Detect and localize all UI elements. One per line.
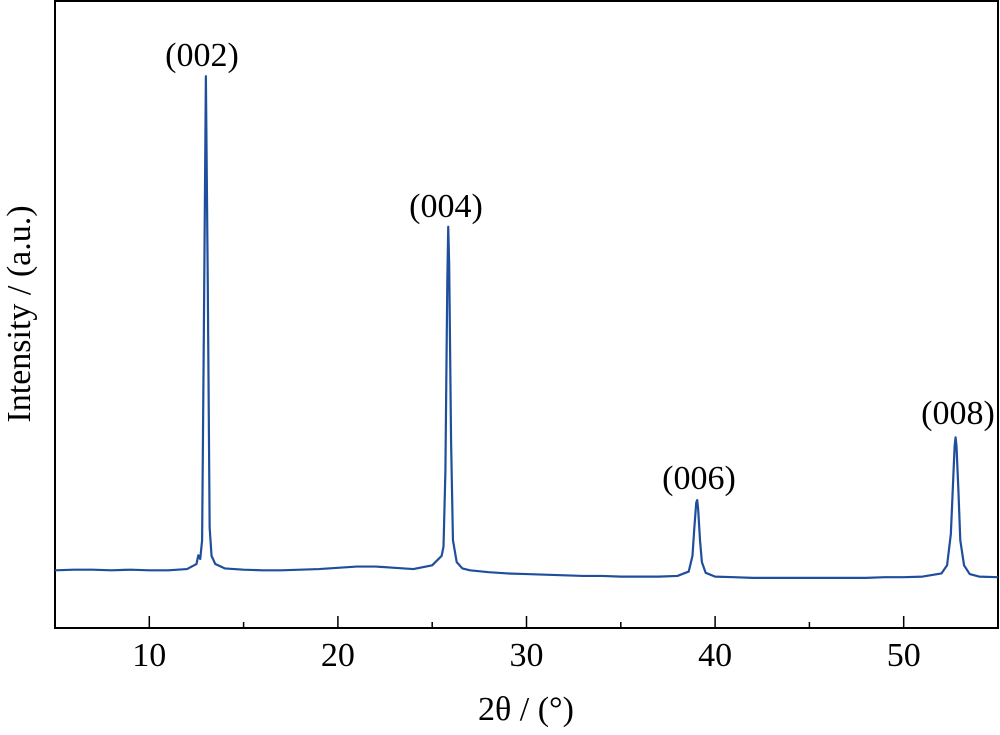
x-tick-label: 50 (887, 637, 921, 674)
y-axis-label: Intensity / (a.u.) (1, 205, 38, 422)
peak-label: (008) (921, 395, 995, 432)
x-tick-label: 20 (321, 637, 355, 674)
x-tick-label: 10 (132, 637, 166, 674)
peak-label: (006) (662, 460, 736, 497)
peak-label: (004) (409, 188, 483, 225)
x-tick-label: 30 (510, 637, 544, 674)
data-line (54, 75, 999, 579)
plot-frame (54, 0, 999, 629)
x-axis-label: 2θ / (°) (478, 691, 574, 728)
peak-label: (002) (165, 37, 239, 74)
x-tick-label: 40 (698, 637, 732, 674)
